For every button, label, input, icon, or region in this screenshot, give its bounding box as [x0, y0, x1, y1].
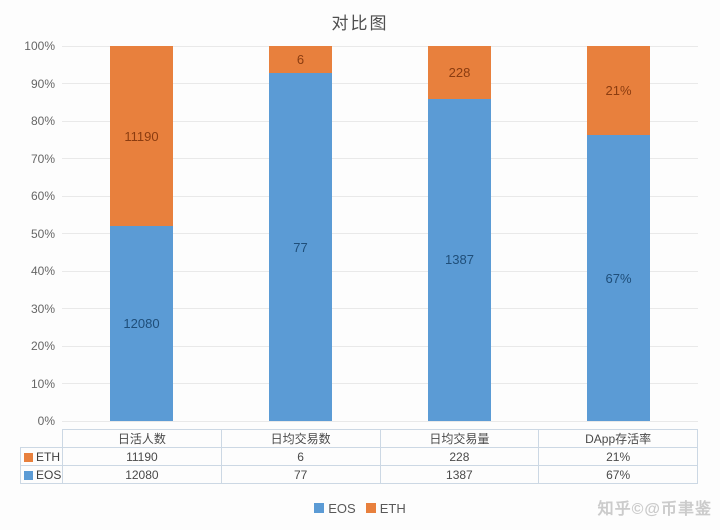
stacked-bar: 6 77: [269, 46, 332, 421]
bar-segment-eth: 6: [269, 46, 332, 74]
table-value-cell: 11190: [62, 447, 222, 466]
y-tick-label: 60%: [30, 189, 55, 203]
legend-label: EOS: [328, 500, 356, 516]
y-axis: 0% 10% 20% 30% 40% 50% 60% 70% 80% 90% 100%: [0, 39, 55, 428]
watermark: 知乎©@币聿鉴: [597, 501, 712, 518]
bar-slot-1: 11190 12080: [62, 46, 221, 421]
gridline: [62, 233, 698, 234]
gridline: [62, 83, 698, 84]
bar-value-label: 11190: [124, 128, 159, 144]
y-tick-label: 90%: [30, 76, 55, 91]
gridline: [62, 308, 698, 309]
table-header-row: 日活人数 日均交易数 日均交易量 DApp存活率: [21, 429, 698, 448]
bar-segment-eth: 21%: [587, 46, 650, 136]
table-key-cell: EOS: [20, 465, 63, 484]
bar-slot-2: 6 77: [221, 46, 380, 421]
legend: EOS ETH: [0, 500, 720, 516]
bar-slot-4: 21% 67%: [539, 46, 698, 421]
y-tick-label: 50%: [30, 226, 55, 241]
stacked-bar: 11190 12080: [110, 46, 173, 421]
table-value-cell: 1387: [379, 465, 540, 484]
y-tick-label: 80%: [30, 114, 55, 128]
gridline: [62, 270, 698, 272]
table-header-cell: 日活人数: [62, 429, 222, 448]
bar-value-label: 1387: [445, 252, 474, 268]
table-key-label: EOS: [36, 467, 62, 482]
bar-segment-eos: 12080: [110, 226, 173, 421]
legend-label: ETH: [379, 500, 406, 516]
table-value-cell: 77: [220, 465, 381, 484]
table-row-eth: ETH 11190 6 228 21%: [20, 447, 698, 466]
y-tick-label: 0%: [37, 414, 55, 428]
gridline: [62, 45, 698, 47]
y-tick-label: 30%: [30, 301, 55, 316]
legend-item-eos: EOS: [314, 500, 356, 516]
table-header-cell: 日均交易数: [220, 429, 381, 448]
gridlines: [62, 45, 698, 422]
bar-segment-eos: 1387: [428, 98, 491, 421]
bar-value-label: 77: [293, 239, 308, 255]
y-tick-label: 70%: [30, 151, 55, 166]
chart-title: 对比图: [331, 14, 389, 33]
gridline: [62, 345, 698, 347]
table-value-cell: 21%: [538, 447, 698, 466]
bar-segment-eos: 77: [269, 73, 332, 421]
table-header-cell: 日均交易量: [379, 429, 540, 448]
table-key-cell: ETH: [20, 447, 63, 466]
legend-swatch-icon: [314, 503, 325, 513]
bar-segment-eth: 228: [428, 46, 491, 99]
table-header-cell: DApp存活率: [538, 429, 698, 448]
bar-slot-3: 228 1387: [380, 46, 539, 421]
gridline: [62, 383, 698, 384]
gridline: [62, 120, 698, 122]
bar-segment-eth: 11190: [110, 46, 173, 227]
y-tick-label: 40%: [30, 264, 55, 278]
bar-value-label: 67%: [605, 270, 632, 286]
bar-segment-eos: 67%: [587, 135, 650, 421]
table-key-label: ETH: [36, 449, 60, 464]
y-tick-label: 100%: [24, 39, 55, 53]
bar-series: 11190 12080 6 77 228 1387 21% 67%: [62, 46, 698, 421]
legend-item-eth: ETH: [365, 500, 406, 516]
table-row-eos: EOS 12080 77 1387 67%: [20, 465, 698, 484]
eos-swatch-icon: [24, 470, 33, 480]
legend-swatch-icon: [365, 503, 376, 513]
table-value-cell: 67%: [538, 465, 698, 484]
table-corner-cell: [21, 430, 63, 448]
stacked-bar: 21% 67%: [587, 46, 650, 421]
gridline: [62, 158, 698, 159]
gridline: [62, 195, 698, 197]
y-tick-label: 10%: [30, 376, 55, 391]
data-table: 日活人数 日均交易数 日均交易量 DApp存活率 ETH 11190 6 228 21% EOS 1…: [20, 429, 698, 484]
table-value-cell: 6: [220, 447, 381, 466]
eth-swatch-icon: [24, 452, 33, 462]
bar-value-label: 12080: [123, 316, 160, 332]
bar-value-label: 6: [296, 52, 305, 68]
table-value-cell: 12080: [62, 465, 222, 484]
plot-area: 11190 12080 6 77 228 1387 21% 67%: [62, 45, 698, 422]
stacked-bar: 228 1387: [428, 46, 491, 421]
table-value-cell: 228: [379, 447, 540, 466]
bar-value-label: 228: [448, 64, 471, 80]
bar-value-label: 21%: [605, 83, 632, 99]
y-tick-label: 20%: [30, 339, 55, 353]
gridline: [62, 420, 698, 422]
